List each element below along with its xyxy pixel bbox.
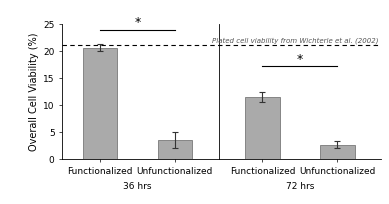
Bar xyxy=(245,97,280,159)
Bar xyxy=(82,48,117,159)
Text: *: * xyxy=(134,16,140,29)
Bar xyxy=(320,145,355,159)
Text: 36 hrs: 36 hrs xyxy=(123,182,152,191)
Text: 72 hrs: 72 hrs xyxy=(286,182,314,191)
Y-axis label: Overall Cell Viability (%): Overall Cell Viability (%) xyxy=(29,33,39,151)
Bar xyxy=(158,140,192,159)
Text: Plated cell viability from Wichterle et al. (2002): Plated cell viability from Wichterle et … xyxy=(212,38,378,44)
Text: *: * xyxy=(297,53,303,66)
